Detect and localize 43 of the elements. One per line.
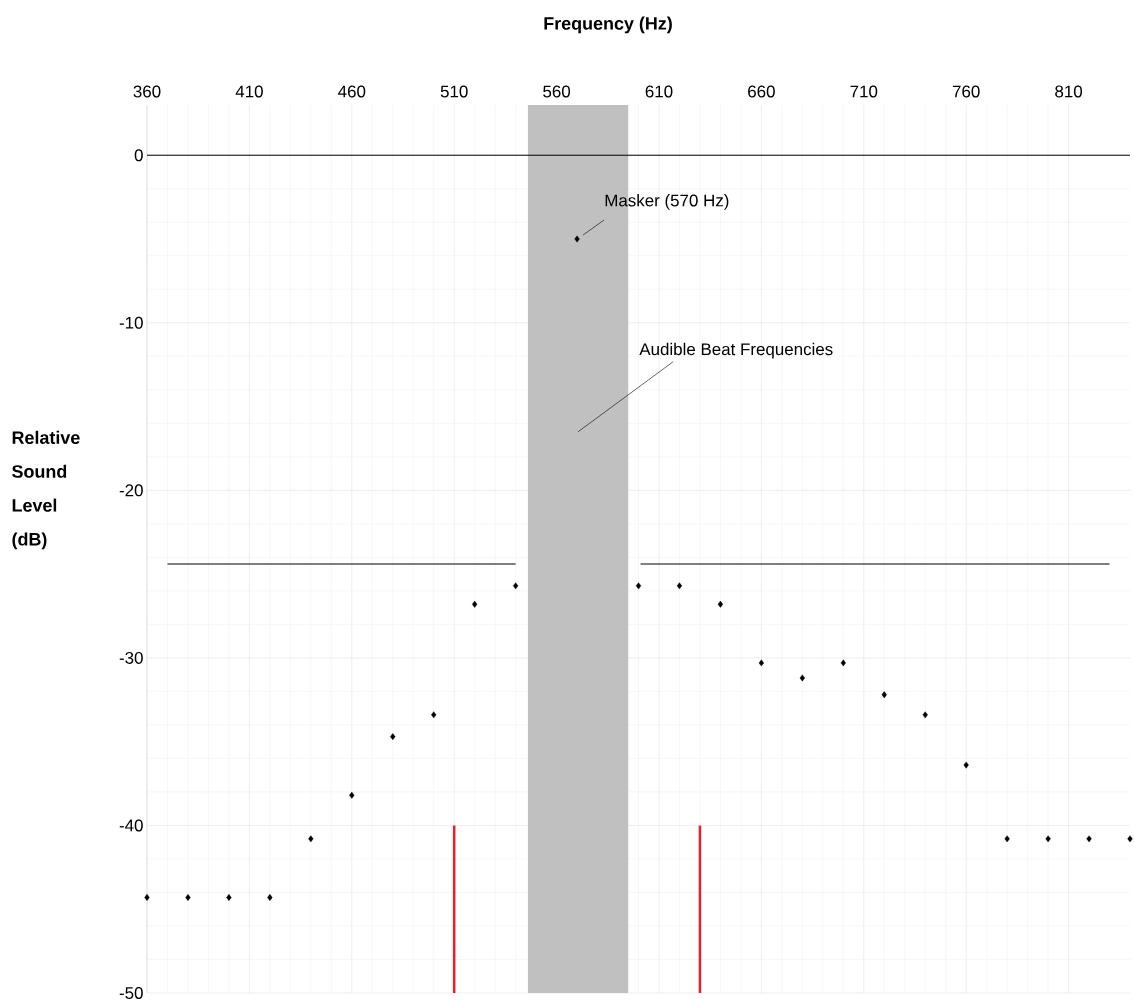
y-tick-label: -40	[119, 819, 143, 832]
y-tick-label: -50	[119, 986, 143, 999]
point	[963, 761, 969, 769]
x-tick-label: 360	[133, 85, 161, 98]
point	[267, 893, 273, 901]
y-tick-label: -20	[119, 484, 143, 497]
point	[349, 791, 355, 799]
point	[717, 600, 724, 608]
point	[472, 600, 478, 608]
x-tick-label: 510	[440, 85, 468, 98]
point	[635, 582, 642, 590]
point	[676, 582, 683, 590]
point	[513, 582, 519, 590]
annotation: Masker (570 Hz)	[605, 193, 729, 210]
point	[574, 235, 580, 243]
point	[390, 733, 396, 740]
point	[840, 659, 846, 667]
point	[881, 691, 887, 698]
x-tick-label: 760	[952, 85, 980, 98]
point	[431, 711, 437, 719]
point	[185, 893, 191, 901]
point	[308, 835, 314, 843]
point	[1045, 835, 1051, 843]
x-axis-title: Frequency (Hz)	[544, 16, 672, 34]
point	[922, 711, 928, 719]
point	[144, 893, 150, 901]
x-tick-label: 810	[1055, 85, 1083, 98]
x-tick-label: 460	[338, 85, 366, 98]
y-axis-title: Relative Sound Level (dB)	[12, 430, 80, 549]
point	[1086, 835, 1092, 843]
point	[226, 893, 232, 901]
band-label: Audible Beat Frequencies	[639, 342, 833, 359]
x-tick-label: 660	[748, 85, 775, 98]
x-tick-label: 410	[235, 85, 263, 98]
x-tick-label: 560	[543, 85, 571, 98]
point	[758, 659, 764, 667]
x-tick-label: 610	[645, 85, 673, 98]
point	[1004, 835, 1010, 843]
y-tick-label: -10	[119, 316, 143, 329]
y-tick-label: -30	[119, 651, 143, 664]
y-tick-label: 0	[134, 149, 143, 162]
point	[799, 674, 805, 682]
x-tick-label: 710	[850, 85, 878, 98]
